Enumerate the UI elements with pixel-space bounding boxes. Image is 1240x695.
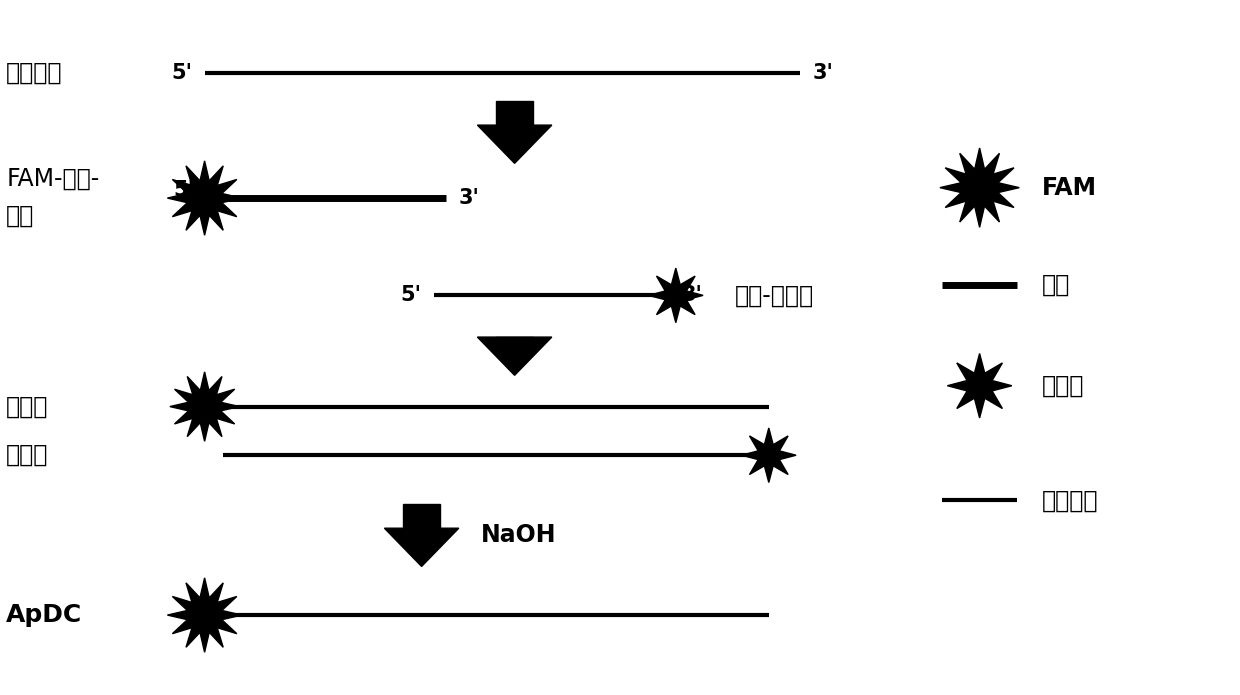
Text: 3': 3': [682, 286, 703, 305]
Polygon shape: [742, 428, 796, 482]
Text: FAM-药物-: FAM-药物-: [6, 167, 99, 190]
Text: 正义链: 正义链: [6, 395, 48, 418]
Text: 药物: 药物: [1042, 273, 1070, 297]
Polygon shape: [477, 125, 552, 163]
Text: 核酸适体: 核酸适体: [6, 61, 63, 85]
Polygon shape: [649, 268, 703, 322]
Bar: [403, 504, 440, 528]
Text: 5': 5': [174, 180, 195, 199]
Text: 引物-生物素: 引物-生物素: [735, 284, 815, 307]
Polygon shape: [477, 337, 552, 375]
Bar: [496, 101, 533, 125]
Text: 5': 5': [401, 286, 422, 305]
Text: 5': 5': [171, 63, 192, 83]
Text: NaOH: NaOH: [481, 523, 557, 547]
Text: FAM: FAM: [1042, 176, 1096, 199]
Polygon shape: [384, 528, 459, 566]
Polygon shape: [167, 578, 242, 653]
Text: 核酸适体: 核酸适体: [1042, 489, 1099, 512]
Bar: [496, 337, 533, 341]
Polygon shape: [170, 372, 239, 441]
Text: 3': 3': [459, 188, 480, 208]
Polygon shape: [940, 148, 1019, 227]
Text: 生物素: 生物素: [1042, 374, 1084, 398]
Polygon shape: [947, 354, 1012, 418]
Text: ApDC: ApDC: [6, 603, 82, 627]
Text: 3': 3': [812, 63, 833, 83]
Text: 引物: 引物: [6, 204, 35, 227]
Polygon shape: [167, 161, 242, 236]
Text: 反义链: 反义链: [6, 443, 48, 467]
